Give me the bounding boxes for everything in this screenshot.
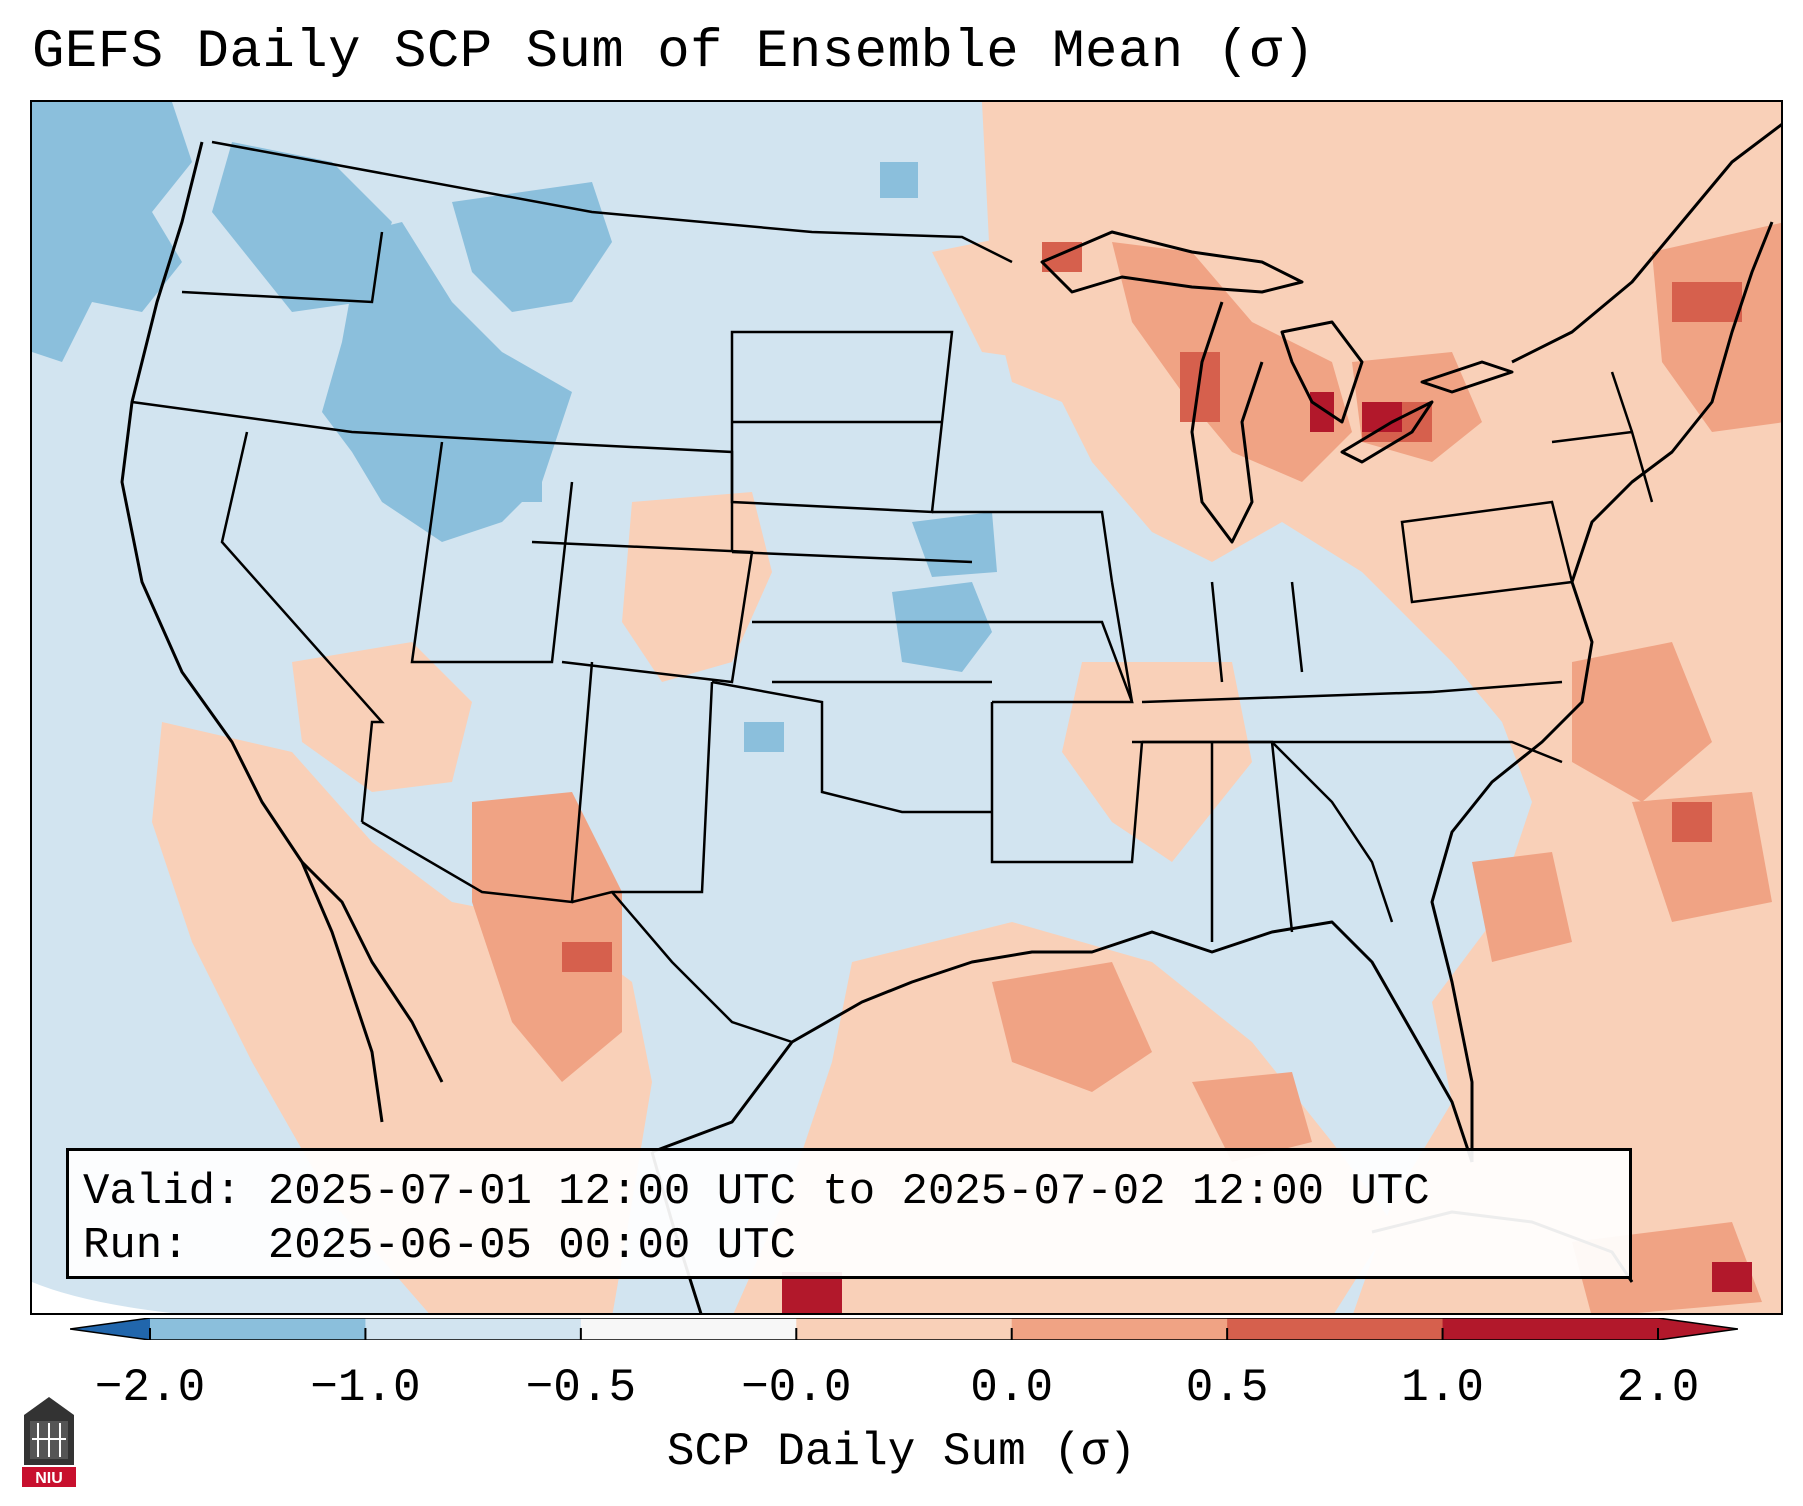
west-coast-line (120, 141, 384, 1123)
state-borders (131, 140, 1654, 1044)
mexico-red-patch (562, 942, 612, 972)
nevada-blue-patch (482, 462, 542, 502)
colorbar-segment (1442, 1318, 1659, 1340)
colorbar-tick-label: −2.0 (94, 1362, 206, 1414)
colorbar-tick-label: −0.5 (525, 1362, 637, 1414)
niu-logo-text: NIU (35, 1470, 63, 1487)
negative-anomaly-regions (32, 102, 997, 752)
map-svg (32, 102, 1781, 1313)
colorbar-segment (580, 1318, 797, 1340)
east-coast-line (1430, 221, 1774, 1162)
colorado-salmon-area (622, 492, 772, 682)
dakota-blue-patch (880, 162, 918, 198)
utah-line (410, 441, 574, 664)
colorbar-label: SCP Daily Sum (σ) (666, 1426, 1137, 1478)
colorbar-segment (365, 1318, 582, 1340)
colorbar-segment (150, 1318, 366, 1340)
colorbar-segment (1227, 1318, 1444, 1340)
great-lakes-orange-area (1112, 242, 1352, 482)
gulf-orange-area (992, 962, 1152, 1092)
colorbar-tick-label: −1.0 (310, 1362, 421, 1414)
colorbar-tick-label: 0.5 (1185, 1362, 1269, 1414)
nevada-line (220, 431, 385, 823)
pacific-nw-blue-area (32, 102, 192, 362)
ne-ks-line (731, 550, 992, 684)
lake-superior-line (1040, 230, 1304, 294)
co-line (531, 540, 754, 684)
ga-sc-line (1271, 741, 1394, 923)
baja-coast-line (300, 860, 444, 1083)
pa-ny-line (1400, 500, 1574, 604)
maine-red-patch (1672, 282, 1742, 322)
colorbar (70, 1318, 1738, 1340)
run-time-text: Run: 2025-06-05 00:00 UTC (83, 1221, 796, 1271)
chart-title: GEFS Daily SCP Sum of Ensemble Mean (σ) (32, 22, 1316, 83)
colorbar-tick-label: 1.0 (1401, 1362, 1484, 1414)
mexico-orange-area (472, 792, 622, 1082)
caribbean-darkred-patch (1712, 1262, 1752, 1292)
ok-tx-line (711, 680, 992, 814)
colorbar-segment (796, 1318, 1013, 1340)
st-lawrence-line (1511, 123, 1781, 364)
colorbar-extend-low (70, 1318, 150, 1340)
lake-huron-line (1280, 320, 1364, 424)
atlantic-orange-area-2 (1632, 792, 1772, 922)
montana-blue-area (452, 182, 612, 312)
lake-michigan-line (1190, 301, 1264, 544)
validity-info-box: Valid: 2025-07-01 12:00 UTC to 2025-07-0… (66, 1148, 1632, 1279)
colorbar-tick-label: 0.0 (970, 1362, 1054, 1414)
nm-tx-line (571, 681, 714, 904)
gulf-coast-line (651, 920, 1474, 1163)
lake-ontario-line (1420, 360, 1514, 394)
or-ca-nv-border-line (131, 400, 533, 444)
yucatan-orange-area (1192, 1072, 1312, 1162)
iowa-blue-area (912, 512, 997, 577)
domain-edge-left (32, 1282, 172, 1313)
ne-states-line (1551, 371, 1654, 503)
southwest-salmon-area (292, 642, 472, 792)
bahamas-orange-area (1472, 852, 1572, 962)
atlantic-red-patch (1672, 802, 1712, 842)
lake-erie-line (1340, 400, 1434, 464)
michigan-darkred-patch (1310, 392, 1334, 432)
moderate-anomaly-regions (472, 222, 1781, 1313)
new-england-orange-area (1652, 222, 1781, 432)
mn-ia-line (932, 510, 1114, 583)
dakota-line (730, 330, 954, 514)
va-nc-line (1431, 680, 1563, 764)
michigan-red-patch (1180, 352, 1220, 422)
kansas-blue-area (892, 582, 992, 672)
atlantic-orange-area (1572, 642, 1712, 802)
southeast-salmon-area (1062, 662, 1252, 862)
canada-border-line (211, 140, 1013, 264)
arizona-nm-line (361, 661, 594, 904)
map-panel (30, 100, 1783, 1315)
ar-la-line (990, 702, 1144, 864)
colorbar-tick-label: 2.0 (1616, 1362, 1700, 1414)
texas-blue-patch (744, 722, 784, 752)
colorbar-segments (150, 1318, 1659, 1340)
mo-line (992, 620, 1134, 704)
colorbar-extend-high (1658, 1318, 1738, 1340)
washington-blue-area (212, 142, 392, 312)
il-in-oh-line (1110, 581, 1304, 703)
niu-logo-icon: NIU (22, 1397, 76, 1487)
colorbar-tick-label: −0.0 (741, 1362, 852, 1414)
tn-ky-line (1141, 690, 1433, 744)
wa-or-border-line (181, 231, 384, 304)
colorbar-tick-marks (149, 1328, 1659, 1340)
valid-time-text: Valid: 2025-07-01 12:00 UTC to 2025-07-0… (83, 1167, 1430, 1217)
colorbar-segment (1011, 1318, 1228, 1340)
texas-line (611, 891, 793, 1044)
